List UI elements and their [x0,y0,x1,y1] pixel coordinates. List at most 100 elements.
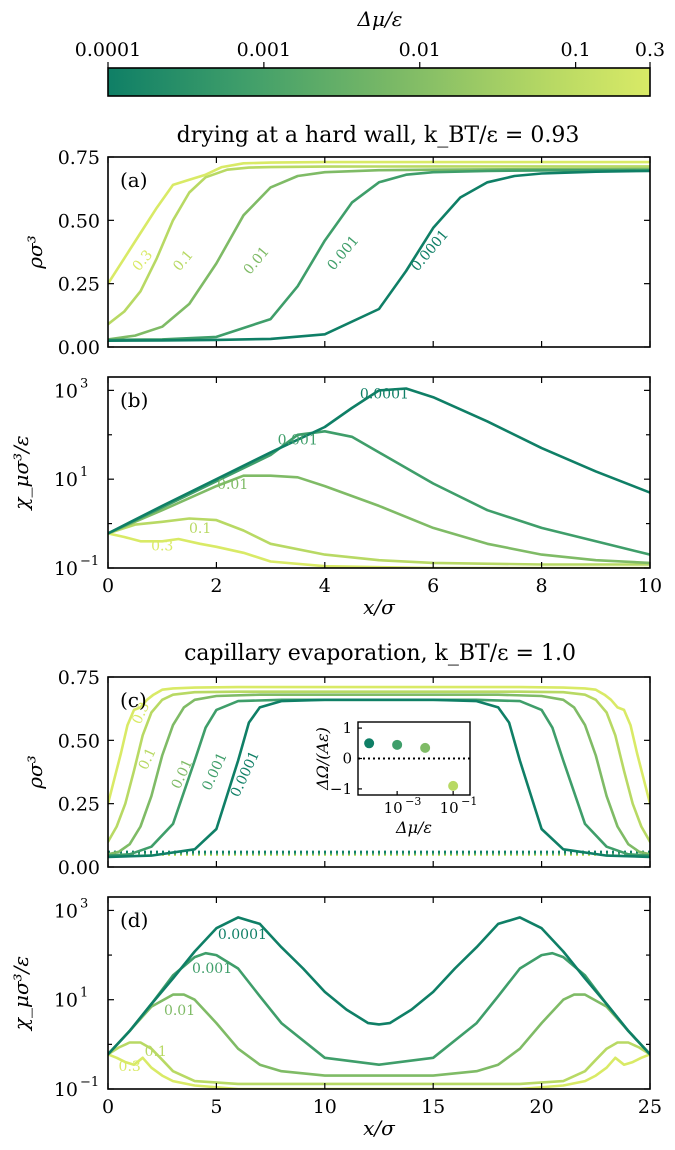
x-tick-label: 10 [638,575,662,597]
series-line-0.001 [108,951,650,1066]
colorbar-tick-label: 0.001 [237,39,291,61]
curve-label: 0.01 [241,244,273,278]
y-tick-exponent: 3 [80,896,88,911]
y-axis-label: χ_μσ³/ε [9,956,33,1032]
inset-point [364,738,375,749]
series-line-0.01 [108,693,650,856]
curve-label: 0.001 [192,961,232,977]
y-tick-exponent: 1 [80,986,88,1001]
y-tick-exponent: −1 [80,1075,99,1090]
inset-y-tick-label: 0 [342,750,352,768]
y-tick-label: 10 [54,469,78,491]
inset-x-label: Δμ/ε [395,818,432,837]
x-tick-label: 0 [102,1096,114,1118]
panel-cd-title: capillary evaporation, k_BT/ε = 1.0 [184,641,576,666]
series-line-0.0001 [108,169,650,342]
y-tick-label: 0.25 [58,274,100,296]
curve-label: 0.1 [189,521,211,537]
inset-x-tick-exponent: −1 [461,795,477,808]
curve-label: 0.001 [324,233,362,274]
x-axis-label: x/σ [363,1116,396,1140]
y-tick-label: 0.50 [58,210,100,232]
inset-x-tick-label: 10 [384,799,403,817]
panel-tag: (d) [120,908,148,932]
y-tick-label: 0.75 [58,147,100,169]
series-line-0.1 [108,165,650,326]
panel-tag: (b) [120,388,148,412]
axes-frame [107,896,651,1090]
colorbar-tick-label: 0.3 [635,39,665,61]
y-axis-label: χ_μσ³/ε [9,435,33,511]
inset-y-tick-label: 1 [342,719,352,737]
colorbar-tick-label: 0.0001 [75,39,141,61]
series-line-0.1 [108,690,650,843]
x-tick-label: 4 [319,575,331,597]
axes-frame [107,156,651,348]
x-tick-label: 6 [427,575,439,597]
inset-point [448,780,459,791]
axes-frame [107,376,651,569]
y-tick-label: 10 [54,1079,78,1101]
y-tick-label: 10 [54,380,78,402]
axes-frame [107,676,651,868]
panel-ab-title: drying at a hard wall, k_BT/ε = 0.93 [177,123,580,148]
y-tick-label: 10 [54,558,78,580]
series-line-0.001 [108,430,650,556]
y-tick-label: 0.00 [58,857,100,879]
x-tick-label: 20 [530,1096,554,1118]
y-tick-label: 10 [54,990,78,1012]
series-line-0.1 [108,517,650,566]
curve-label: 0.01 [164,1003,195,1019]
curve-label: 0.3 [151,538,173,554]
curve-label: 0.1 [145,1044,167,1060]
colorbar-ticks: 0.0001 0.001 0.01 0.1 0.3 [75,39,665,68]
colorbar-tick-label: 0.01 [399,39,441,61]
colorbar: Δμ/ε 0.0001 0.001 0.01 0.1 0.3 [75,7,665,97]
inset-y-tick-label: −1 [330,780,352,798]
y-axis-label: ρσ³ [23,755,47,789]
x-tick-label: 25 [638,1096,662,1118]
curve-label: 0.0001 [360,387,409,403]
series-line-0.0001 [108,916,650,1056]
y-tick-exponent: 3 [80,376,88,391]
colorbar-label: Δμ/ε [357,7,403,31]
curve-label: 0.001 [278,433,318,449]
inset-y-label: ΔΩ/(Aε) [313,727,332,791]
panel-c: 0.00010.0010.010.10.30.000.250.500.75(c)… [23,667,651,879]
colorbar-tick-label: 0.1 [561,39,591,61]
x-axis-label: x/σ [363,595,396,619]
series-line-0.01 [108,474,650,565]
series-line-0.3 [108,1053,650,1089]
x-tick-label: 15 [421,1096,445,1118]
series-line-0.01 [108,993,650,1077]
colorbar-gradient [107,67,651,97]
inset-point [420,742,431,753]
x-tick-label: 10 [313,1096,337,1118]
series-line-0.0001 [108,698,650,859]
curve-label: 0.01 [217,477,248,493]
y-tick-label: 0.75 [58,667,100,689]
curve-label: 0.001 [199,750,230,793]
inset-x-tick-label: 10 [440,799,459,817]
y-tick-label: 0.00 [58,337,100,359]
curve-label: 0.3 [119,1059,141,1075]
y-tick-exponent: −1 [80,554,99,569]
y-tick-label: 0.25 [58,794,100,816]
x-tick-label: 5 [210,1096,222,1118]
panel-tag: (a) [120,168,148,192]
y-tick-label: 10 [54,900,78,922]
y-tick-label: 0.50 [58,730,100,752]
x-tick-label: 0 [102,575,114,597]
curve-label: 0.1 [170,247,197,274]
panel-a: 0.00010.0010.010.10.30.000.250.500.75(a)… [23,147,651,359]
series-line-0.0001 [108,387,650,535]
inset-x-tick-exponent: −3 [405,795,421,808]
panel-tag: (c) [120,688,147,712]
series-line-0.3 [108,685,650,805]
series-line-0.1 [108,1041,650,1086]
series-line-0.001 [108,168,650,342]
